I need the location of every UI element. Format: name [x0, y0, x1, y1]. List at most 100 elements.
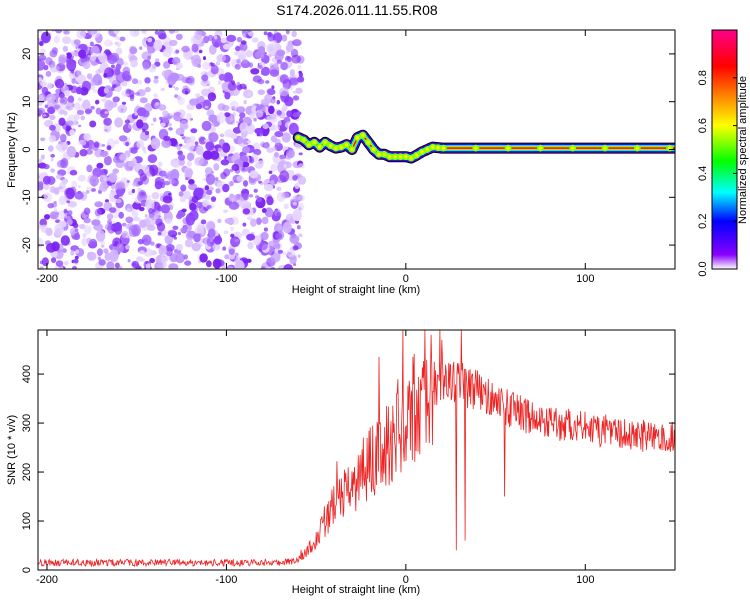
- noise-blob: [186, 113, 192, 121]
- noise-blob: [204, 105, 209, 109]
- noise-blob: [182, 85, 187, 89]
- noise-blob: [205, 173, 216, 185]
- noise-blob: [168, 178, 176, 185]
- noise-blob: [72, 265, 77, 269]
- noise-blob: [229, 117, 234, 122]
- noise-blob: [288, 77, 299, 86]
- noise-blob: [48, 135, 57, 143]
- noise-blob: [92, 74, 103, 86]
- noise-blob: [289, 255, 297, 265]
- noise-blob: [162, 195, 173, 204]
- noise-blob: [206, 83, 210, 87]
- noise-blob: [115, 198, 122, 204]
- noise-blob: [66, 200, 71, 204]
- noise-blob: [264, 207, 274, 218]
- noise-blob: [186, 75, 195, 84]
- noise-blob: [57, 186, 63, 190]
- noise-blob: [137, 191, 148, 203]
- noise-blob: [90, 45, 100, 58]
- noise-blob: [194, 141, 199, 146]
- noise-blob: [168, 127, 173, 131]
- noise-blob: [222, 142, 231, 153]
- noise-blob: [40, 31, 51, 44]
- noise-blob: [292, 175, 298, 181]
- noise-blob: [227, 81, 237, 91]
- noise-blob: [129, 94, 135, 99]
- noise-blob: [104, 67, 115, 78]
- noise-blob: [111, 184, 116, 190]
- noise-blob: [86, 164, 93, 173]
- noise-blob: [139, 250, 145, 255]
- y-tick-label: 300: [21, 414, 33, 432]
- noise-blob: [94, 208, 102, 217]
- noise-blob: [50, 157, 54, 162]
- noise-blob: [145, 136, 150, 140]
- noise-blob: [284, 96, 294, 107]
- noise-blob: [49, 124, 56, 131]
- noise-blob: [38, 158, 43, 164]
- noise-blob: [129, 47, 138, 55]
- noise-blob: [201, 120, 212, 131]
- noise-blob: [78, 49, 87, 59]
- noise-blob: [141, 234, 152, 246]
- ridge-point-core: [398, 155, 403, 159]
- noise-blob: [197, 63, 202, 68]
- noise-blob: [248, 156, 255, 164]
- noise-blob: [66, 52, 72, 59]
- noise-blob: [113, 139, 120, 145]
- noise-blob: [112, 168, 119, 174]
- noise-blob: [181, 208, 187, 213]
- y-tick-label: 200: [21, 463, 33, 481]
- noise-blob: [276, 186, 282, 191]
- noise-blob: [292, 112, 300, 118]
- noise-blob: [219, 133, 225, 138]
- noise-blob: [194, 157, 205, 166]
- noise-blob: [53, 35, 61, 44]
- noise-blob: [74, 228, 79, 232]
- noise-blob: [270, 179, 275, 186]
- noise-blob: [298, 163, 305, 169]
- noise-blob: [194, 93, 201, 98]
- noise-blob: [115, 159, 125, 169]
- noise-blob: [154, 30, 159, 35]
- noise-blob: [175, 49, 180, 54]
- noise-blob: [226, 62, 231, 68]
- noise-blob: [234, 259, 245, 269]
- noise-blob: [73, 39, 81, 46]
- noise-blob: [285, 43, 294, 52]
- noise-blob: [132, 78, 138, 85]
- noise-blob: [257, 46, 266, 55]
- snr-x-axis-label: Height of straight line (km): [292, 584, 420, 596]
- noise-blob: [220, 172, 227, 180]
- noise-blob: [56, 123, 60, 128]
- noise-blob: [61, 85, 69, 94]
- noise-blob: [283, 251, 287, 256]
- noise-blob: [260, 98, 270, 106]
- noise-blob: [136, 140, 144, 149]
- ridge-point-core: [312, 140, 316, 144]
- noise-blob: [274, 138, 281, 146]
- noise-blob: [155, 58, 160, 62]
- noise-blob: [204, 195, 211, 200]
- noise-blob: [121, 101, 127, 105]
- noise-blob: [160, 253, 169, 264]
- noise-blob: [41, 86, 49, 95]
- noise-blob: [260, 231, 269, 241]
- noise-blob: [276, 211, 282, 218]
- ridge-point-core: [366, 140, 370, 144]
- noise-blob: [162, 110, 169, 117]
- noise-blob: [257, 89, 266, 95]
- noise-blob: [144, 214, 148, 218]
- noise-blob: [181, 88, 191, 95]
- noise-blob: [206, 260, 212, 268]
- noise-blob: [250, 218, 257, 227]
- ridge-point-core: [404, 155, 408, 159]
- noise-blob: [67, 218, 73, 225]
- ridge-point-core: [350, 147, 354, 152]
- noise-blob: [95, 230, 106, 242]
- noise-blob: [282, 221, 292, 234]
- noise-blob: [231, 216, 239, 225]
- spectrogram-ridge: [292, 129, 675, 164]
- noise-blob: [165, 218, 173, 225]
- noise-blob: [294, 182, 300, 189]
